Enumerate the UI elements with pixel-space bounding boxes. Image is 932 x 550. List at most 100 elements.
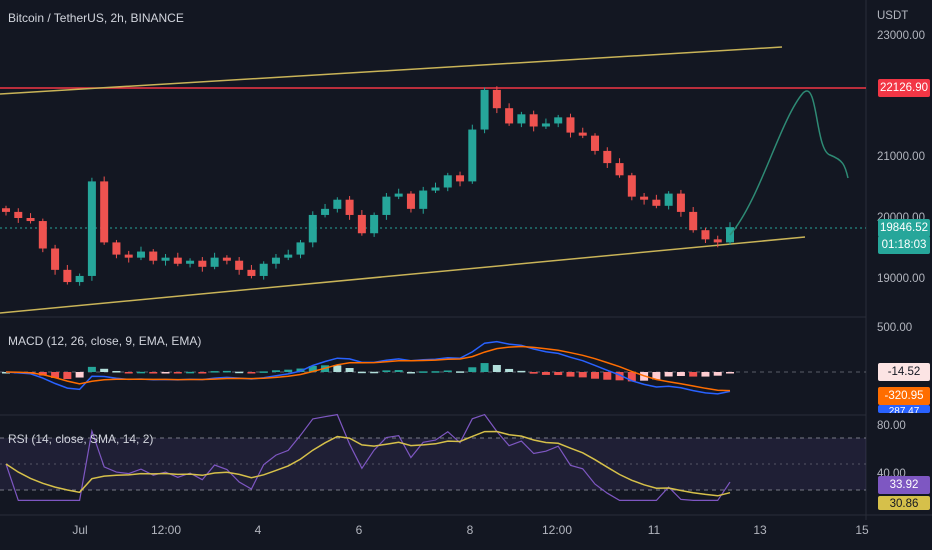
candle-body[interactable]	[2, 208, 10, 212]
candle-body[interactable]	[591, 135, 600, 151]
candle-body[interactable]	[431, 187, 440, 191]
time-tick: 12:00	[541, 523, 573, 537]
candle-body[interactable]	[186, 260, 195, 264]
rsi-line[interactable]	[5, 413, 731, 501]
candle-body[interactable]	[701, 230, 710, 240]
macd-histogram-bar	[370, 371, 379, 374]
candle-body[interactable]	[603, 150, 612, 164]
candle-body[interactable]	[664, 193, 673, 206]
candle-body[interactable]	[456, 175, 465, 182]
macd-histogram-bar	[492, 364, 501, 372]
macd-histogram-bar	[63, 372, 72, 380]
candle-body[interactable]	[382, 196, 391, 215]
candle-body[interactable]	[640, 196, 649, 200]
macd-histogram-bar	[443, 370, 452, 372]
rsi-ma-line[interactable]	[5, 430, 731, 497]
macd-histogram-bar	[149, 372, 158, 374]
candle-body[interactable]	[578, 132, 587, 136]
candle-body[interactable]	[627, 175, 636, 197]
candle-body[interactable]	[480, 89, 489, 130]
rsi-value-tag: 33.92	[878, 476, 930, 494]
candle-body[interactable]	[406, 193, 415, 209]
candle-body[interactable]	[271, 257, 280, 264]
macd-histogram-bar	[468, 367, 477, 372]
time-tick: 6	[355, 523, 363, 537]
candle-body[interactable]	[38, 221, 47, 249]
macd-histogram-bar	[554, 372, 563, 376]
candle-body[interactable]	[87, 181, 96, 276]
lower-trendline[interactable]	[0, 236, 806, 314]
candle-body[interactable]	[124, 254, 133, 258]
candle-body[interactable]	[713, 239, 722, 243]
candle-body[interactable]	[296, 242, 305, 255]
candle-body[interactable]	[370, 214, 379, 234]
macd-histogram[interactable]	[2, 363, 734, 382]
candle-body[interactable]	[554, 117, 563, 124]
candle-body[interactable]	[161, 257, 170, 261]
upper-trendline[interactable]	[0, 46, 783, 95]
last-price-tag: 19846.52	[878, 219, 930, 237]
candle-body[interactable]	[689, 211, 698, 231]
candle-body[interactable]	[517, 114, 526, 124]
candle-body[interactable]	[198, 260, 207, 267]
candle-body[interactable]	[652, 199, 661, 206]
macd-histogram-bar	[87, 366, 96, 372]
candle-body[interactable]	[235, 260, 244, 270]
candle-body[interactable]	[541, 123, 550, 127]
macd-histogram-bar	[259, 371, 268, 373]
candle-body[interactable]	[505, 108, 514, 124]
price-tick: 23000.00	[877, 30, 925, 42]
candle-body[interactable]	[210, 257, 219, 267]
candle-body[interactable]	[419, 190, 428, 209]
candle-body[interactable]	[247, 269, 256, 276]
macd-histogram-bar	[333, 365, 342, 372]
macd-histogram-bar	[676, 372, 685, 377]
time-tick: 12:00	[150, 523, 182, 537]
candle-body[interactable]	[259, 263, 268, 276]
candle-body[interactable]	[51, 248, 60, 270]
candle-body[interactable]	[321, 208, 330, 215]
candle-body[interactable]	[136, 251, 145, 258]
candle-body[interactable]	[112, 242, 121, 255]
time-tick: 13	[753, 523, 767, 537]
macd-signal-line[interactable]	[5, 345, 731, 392]
candle-body[interactable]	[308, 214, 317, 243]
time-tick: 11	[647, 523, 661, 537]
candle-body[interactable]	[357, 214, 366, 234]
macd-histogram-bar	[603, 372, 612, 380]
symbol-title[interactable]: Bitcoin / TetherUS, 2h, BINANCE	[8, 11, 184, 25]
candle-body[interactable]	[345, 199, 354, 215]
candle-body[interactable]	[676, 193, 685, 212]
candle-body[interactable]	[615, 163, 624, 176]
candle-body[interactable]	[173, 257, 182, 264]
candle-body[interactable]	[492, 89, 501, 109]
axis-currency: USDT	[877, 10, 909, 22]
forecast-path[interactable]	[729, 90, 849, 236]
rsi-label[interactable]: RSI (14, close, SMA, 14, 2)	[8, 432, 154, 446]
candle-body[interactable]	[222, 257, 231, 261]
macd-histogram-bar	[627, 372, 636, 382]
candle-body[interactable]	[443, 175, 452, 188]
macd-line-tag: 287.47	[878, 405, 930, 413]
candle-body[interactable]	[529, 114, 538, 127]
candlestick-series[interactable]	[2, 86, 734, 286]
candle-body[interactable]	[333, 199, 342, 209]
macd-label[interactable]: MACD (12, 26, close, 9, EMA, EMA)	[8, 334, 202, 348]
candle-body[interactable]	[100, 181, 109, 243]
candle-body[interactable]	[566, 117, 575, 133]
macd-histogram-bar	[419, 371, 428, 373]
macd-histogram-bar	[456, 371, 465, 373]
macd-histogram-bar	[100, 368, 109, 372]
candle-body[interactable]	[394, 193, 403, 197]
macd-histogram-bar	[566, 372, 575, 377]
candle-body[interactable]	[468, 129, 477, 182]
macd-histogram-bar	[271, 370, 280, 372]
candle-body[interactable]	[284, 254, 293, 258]
candle-body[interactable]	[75, 275, 84, 283]
macd-histogram-bar	[296, 368, 305, 372]
candle-body[interactable]	[26, 218, 35, 222]
candle-body[interactable]	[149, 251, 158, 261]
candle-body[interactable]	[14, 211, 23, 218]
candle-body[interactable]	[63, 269, 72, 283]
